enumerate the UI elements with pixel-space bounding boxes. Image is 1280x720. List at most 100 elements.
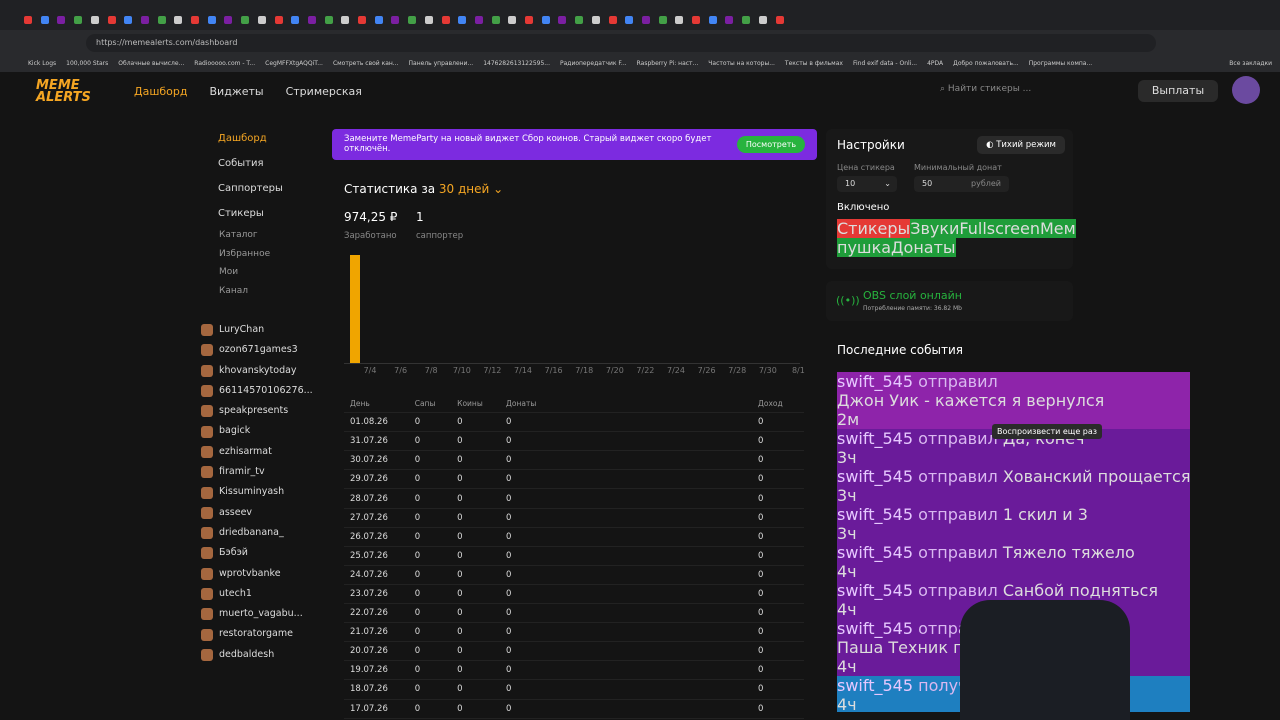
avatar[interactable] (1232, 76, 1260, 104)
submenu-item[interactable]: Канал (219, 285, 249, 296)
nav-item[interactable]: Виджеты (209, 85, 264, 98)
x-label: 7/6 (394, 366, 408, 375)
channel[interactable]: 66114570106276... (201, 381, 313, 401)
channel[interactable]: wprotvbanke (201, 564, 313, 584)
bookmark[interactable]: Смотреть свой кан... (332, 60, 399, 67)
event-action: отправил (918, 505, 998, 524)
bookmark[interactable]: Добро пожаловать... (953, 60, 1019, 67)
nav-item[interactable]: Стримерская (285, 85, 362, 98)
bookmark[interactable]: Тексты в фильмах (784, 60, 843, 67)
channel-name: utech1 (219, 587, 252, 599)
channel[interactable]: khovanskytoday (201, 361, 313, 381)
payout-button[interactable]: Выплаты (1138, 80, 1218, 102)
price-select[interactable]: 10 ⌄ (837, 176, 897, 192)
table-cell: 0 (500, 584, 752, 605)
channel[interactable]: speakpresents (201, 401, 313, 421)
event[interactable]: swift_545 отправил 1 скил и 3 3ч (837, 505, 1191, 543)
bookmark[interactable]: Radiooooo.com - T... (194, 60, 256, 67)
submenu-item[interactable]: Мои (219, 267, 239, 277)
channel-name: ozon671games3 (219, 344, 298, 356)
bookmark[interactable]: Find exif data - Onli... (852, 60, 918, 67)
table-cell: 0 (500, 565, 752, 585)
period[interactable]: 30 дней (438, 182, 490, 196)
channel[interactable]: Kissuminyash (201, 482, 313, 502)
bookmark[interactable]: 100,000 Stars (66, 60, 109, 67)
channel[interactable]: Бэбэй (201, 543, 313, 563)
x-label: 7/14 (514, 366, 532, 375)
channel[interactable]: driedbanana_ (201, 523, 313, 543)
bookmark[interactable]: Kick Logs (28, 60, 57, 67)
menu-item[interactable]: События (218, 158, 264, 169)
event-action: отправил (918, 467, 998, 486)
obs-panel: ((•)) OBS слой онлайн Потребление памяти… (826, 281, 1073, 321)
channel[interactable]: ezhisarmat (201, 442, 313, 462)
bookmark[interactable]: Панель управлени... (408, 60, 474, 67)
table-row: 29.07.26 0 0 0 0 (344, 469, 804, 490)
channel[interactable]: firamir_tv (201, 462, 313, 482)
event[interactable]: swift_545 отправил Хованский прощается 3ч (837, 467, 1191, 505)
table-cell: 0 (451, 565, 500, 585)
table-cell: 18.07.26 (344, 679, 409, 700)
bookmark[interactable]: Частоты на которы... (708, 60, 775, 67)
bookmark[interactable]: Радиопередатчик F... (560, 60, 627, 67)
channel[interactable]: ozon671games3 (201, 340, 313, 360)
channel-name: firamir_tv (219, 466, 265, 478)
bookmark[interactable]: CegMFFXtgAQQiT... (265, 60, 323, 67)
toggle[interactable]: Стикеры (837, 219, 911, 238)
event-user: swift_545 (837, 429, 914, 448)
all-bookmarks[interactable]: Все закладки (1229, 60, 1272, 67)
table-cell: 24.07.26 (344, 565, 409, 585)
submenu-item[interactable]: Каталог (219, 230, 258, 240)
nav: Дашборд Виджеты Стримерская (134, 85, 362, 98)
table-row: 30.07.26 0 0 0 0 (344, 450, 804, 471)
toggle[interactable]: Звуки (910, 219, 960, 238)
channel[interactable]: restoratorgame (201, 624, 313, 644)
submenu-item[interactable]: Избранное (219, 248, 271, 259)
toggle[interactable]: Fullscreen (959, 219, 1040, 238)
channel[interactable]: utech1 (201, 584, 313, 604)
x-label: 7/26 (697, 366, 716, 375)
menu-item[interactable]: Стикеры (218, 208, 264, 219)
logo[interactable]: MEME ALERTS (36, 79, 91, 104)
table-cell: 0 (500, 699, 752, 719)
webcam-overlay (960, 600, 1130, 720)
quiet-mode[interactable]: ◐ Тихий режим (977, 136, 1065, 154)
event-user: swift_545 (837, 619, 914, 638)
bookmark[interactable]: Raspberry Pi: наст... (636, 60, 699, 67)
channel-name: driedbanana_ (219, 526, 284, 538)
bookmark[interactable]: Программы компа... (1028, 60, 1093, 67)
search[interactable]: ⌕ Найти стикеры ... (940, 84, 1032, 94)
event-time: 4ч (837, 695, 857, 712)
event-time: 4ч (837, 562, 857, 581)
toggle[interactable]: Донаты (891, 238, 956, 257)
channel[interactable]: dedbaldesh (201, 645, 313, 665)
table-cell: 0 (500, 431, 752, 452)
event[interactable]: swift_545 отправил Джон Уик - кажется я … (837, 372, 1191, 429)
toggles: СтикерыЗвукиFullscreenМем пушкаДонаты (837, 219, 1076, 257)
banner-button[interactable]: Посмотреть (737, 136, 805, 153)
channel[interactable]: LuryChan (201, 320, 313, 340)
table-cell: 0 (408, 488, 452, 509)
bookmark[interactable]: 4PDA (927, 60, 944, 67)
menu-item[interactable]: Саппортеры (218, 183, 283, 194)
channel[interactable]: asseev (201, 503, 313, 523)
stats-label: Статистика за (344, 182, 436, 196)
table-cell: 0 (451, 641, 500, 662)
settings-title: Настройки (837, 138, 905, 152)
nav-item[interactable]: Дашборд (134, 85, 188, 98)
event[interactable]: swift_545 отправил Тяжело тяжело 4ч (837, 543, 1191, 581)
table-cell: 0 (752, 699, 804, 719)
bookmark[interactable]: Облачные вычисле... (118, 60, 185, 67)
event-line: swift_545 отправил Хованский прощается (837, 467, 1190, 486)
url[interactable]: https://memealerts.com/dashboard (86, 34, 1156, 52)
bookmark[interactable]: 1476282613122595... (483, 60, 550, 67)
x-label: 7/22 (636, 366, 655, 375)
table-row: 25.07.26 0 0 0 0 (344, 546, 804, 566)
min-input[interactable]: 50 рублей (914, 176, 1009, 192)
table-cell: 0 (451, 584, 500, 605)
channel[interactable]: bagick (201, 421, 313, 441)
channel[interactable]: muerto_vagabu... (201, 604, 313, 624)
menu-item[interactable]: Дашборд (218, 133, 267, 144)
table-cell: 0 (451, 546, 500, 566)
channel-avatar (201, 324, 213, 337)
